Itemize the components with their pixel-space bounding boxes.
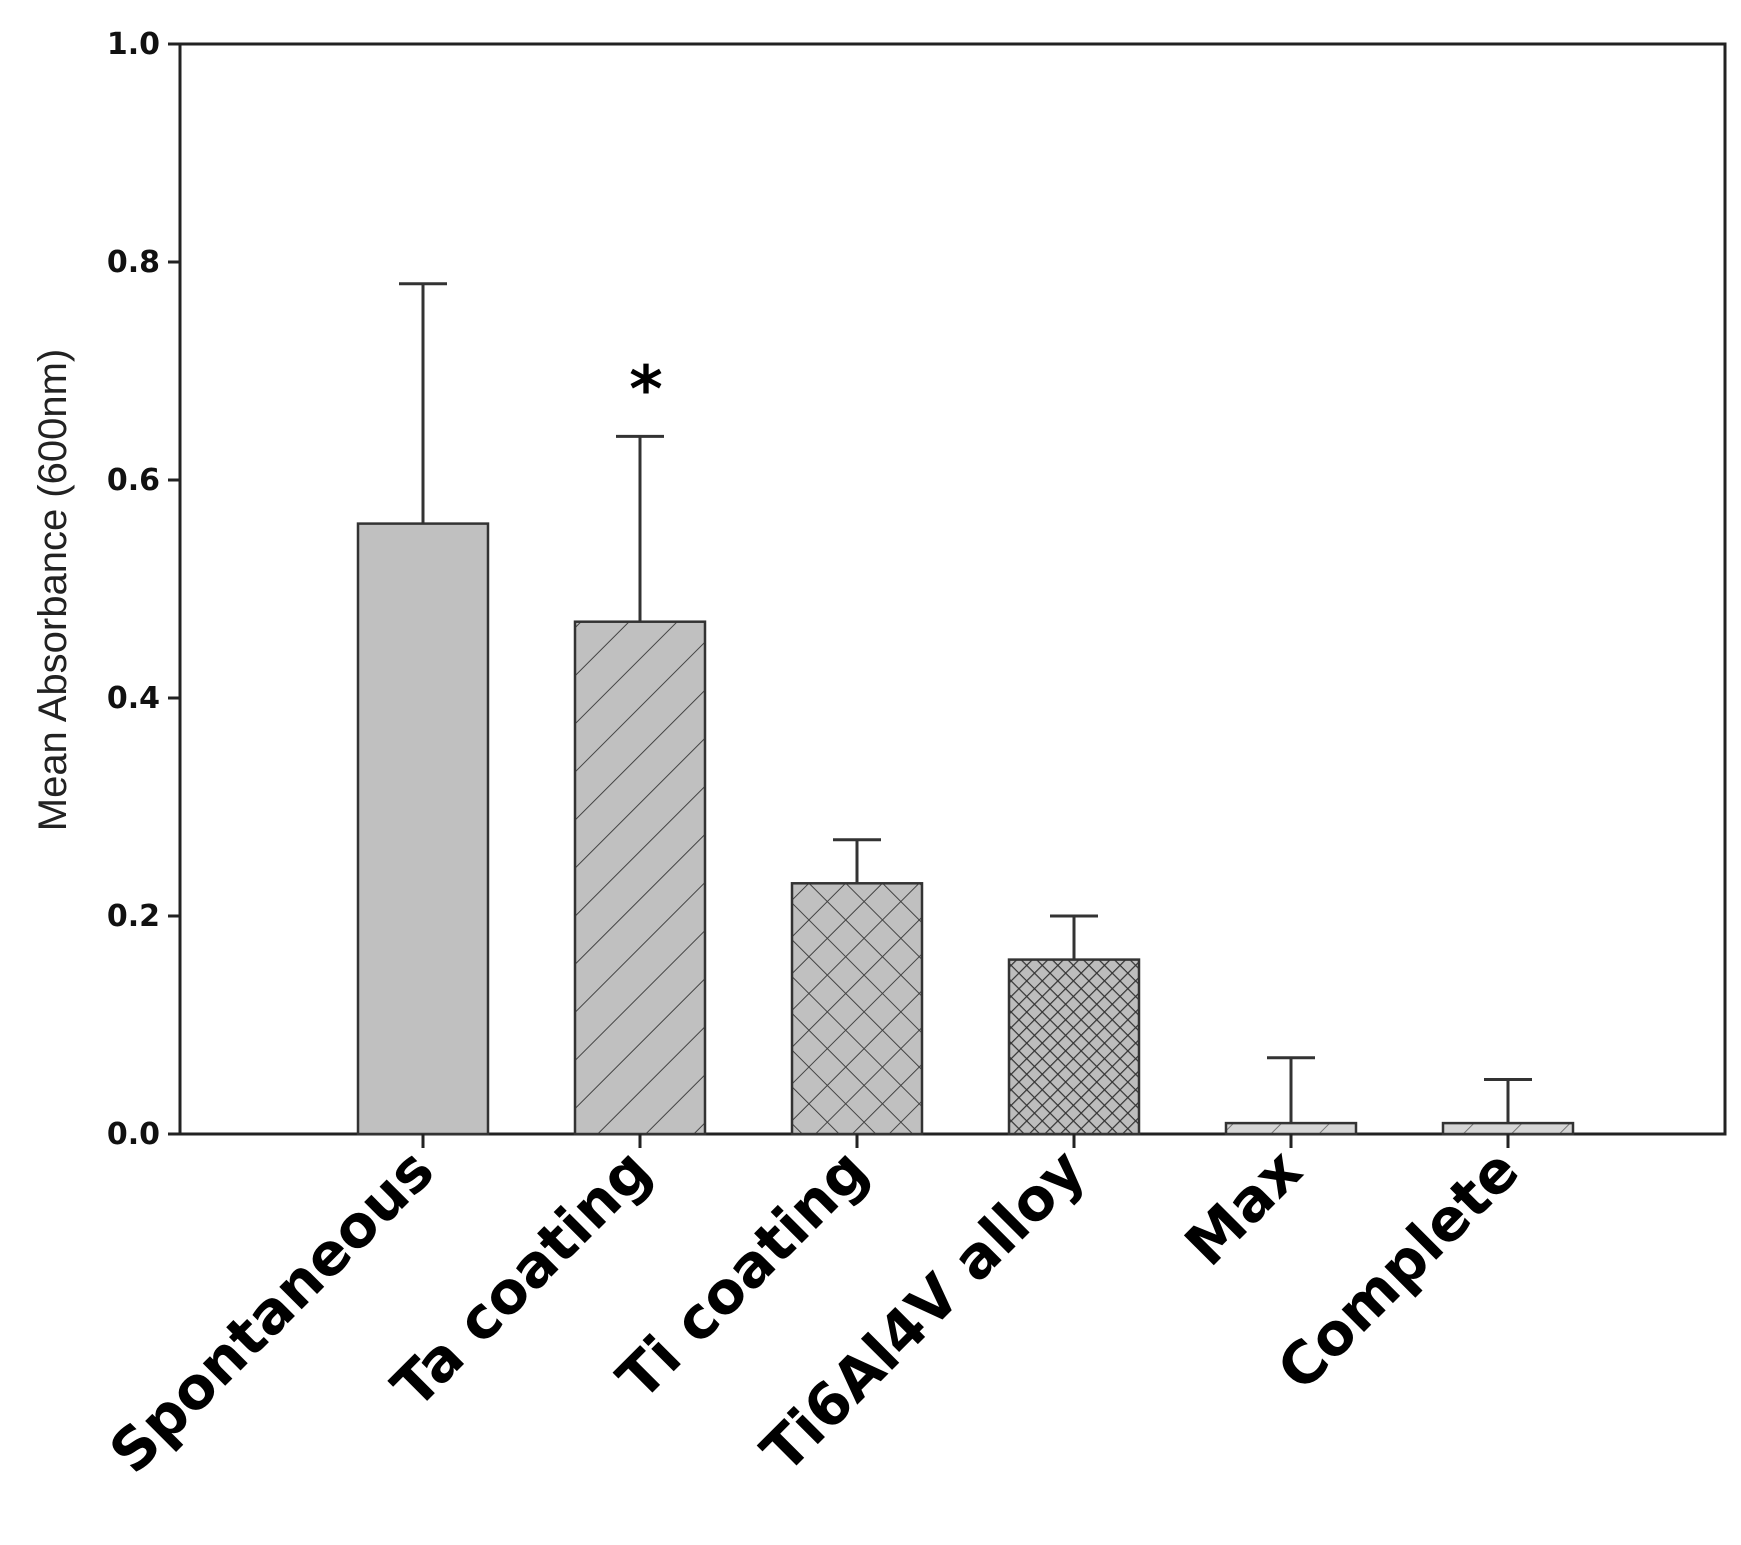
plot-frame: [178, 42, 1727, 1136]
error-bars-group: [399, 282, 1532, 1124]
y-axis: 0.0 0.2 0.4 0.6 0.8 1.0: [107, 27, 180, 1152]
bars-group: [356, 522, 1575, 1136]
y-tick-label: 1.0: [107, 27, 160, 62]
y-tick-label: 0.4: [107, 681, 160, 716]
y-tick-label: 0.8: [107, 245, 160, 280]
significance-star: *: [629, 353, 662, 427]
x-label-spontaneous: Spontaneous: [96, 1136, 446, 1486]
bar-spontaneous: [356, 522, 490, 1136]
y-tick-label: 0.0: [107, 1117, 160, 1152]
bar-ti6al4v-alloy: [1007, 958, 1141, 1136]
bar-ti-coating: [790, 882, 924, 1136]
y-tick-label: 0.2: [107, 899, 160, 934]
bar-complete: [1441, 1121, 1575, 1136]
bar-ta-coating: [573, 620, 707, 1136]
bar-max: [1224, 1121, 1358, 1136]
x-label-max: Max: [1172, 1136, 1315, 1279]
y-tick-label: 0.6: [107, 463, 160, 498]
annotations-group: *: [629, 353, 662, 427]
y-axis-title: Mean Absorbance (600nm): [31, 349, 75, 832]
